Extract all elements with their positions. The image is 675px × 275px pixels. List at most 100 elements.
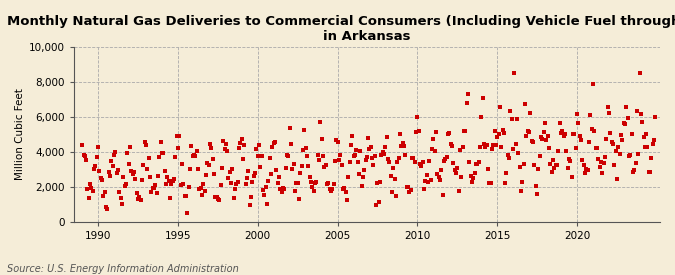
Point [439,158,450,163]
Point [546,170,557,174]
Point [428,136,439,141]
Point [114,189,125,194]
Point [244,203,255,207]
Point [450,171,461,176]
Point [217,165,227,170]
Point [380,145,391,149]
Point [154,155,165,160]
Point [314,158,325,162]
Point [174,134,185,138]
Point [355,149,366,153]
Point [506,117,517,122]
Point [186,144,196,148]
Point [425,177,436,182]
Point [343,175,354,179]
Point [286,142,296,146]
Point [202,161,213,166]
Point [584,140,595,144]
Point [194,187,205,191]
Point [616,133,626,138]
Point [300,145,311,150]
Point [209,172,219,176]
Point [452,166,462,170]
Point [130,176,141,181]
Point [416,164,427,169]
Point [454,148,465,152]
Point [427,147,437,152]
Point [432,172,443,176]
Point [569,132,580,136]
Point [179,194,190,199]
Point [508,147,518,151]
Point [399,144,410,148]
Point [140,143,151,148]
Point [107,164,118,169]
Point [267,145,278,150]
Point [255,165,266,169]
Point [379,152,389,156]
Point [222,149,233,153]
Point [371,202,381,207]
Point [128,172,138,176]
Point [110,149,121,154]
Point [316,137,327,141]
Point [473,159,484,164]
Point [184,167,195,171]
Point [545,161,556,166]
Point [642,145,653,150]
Point [192,167,203,171]
Point [292,181,303,185]
Point [91,155,102,160]
Point [586,126,597,131]
Point [122,151,133,156]
Point [239,143,250,147]
Point [649,138,659,142]
Point [537,137,548,142]
Point [115,196,126,200]
Point [618,120,629,125]
Point [601,137,612,141]
Point [638,135,649,139]
Point [609,163,620,167]
Point [298,147,308,152]
Point [578,163,589,167]
Point [84,196,95,200]
Point [564,157,574,161]
Point [375,180,385,184]
Point [447,144,458,148]
Point [126,169,137,173]
Point [266,171,277,176]
Point [391,193,402,198]
Point [176,183,186,188]
Point [450,168,460,172]
Point [598,161,609,165]
Point [338,187,348,191]
Point [605,131,616,136]
Point [547,158,558,162]
Point [240,182,251,187]
Point [132,191,142,195]
Point [243,169,254,173]
Point [637,120,647,124]
Point [394,155,404,160]
Point [532,192,543,197]
Point [469,170,480,175]
Point [436,168,447,173]
Point [170,155,181,159]
Point [284,125,295,130]
Point [549,166,560,170]
Point [259,192,270,197]
Point [597,171,608,175]
Point [360,158,371,163]
Point [525,111,536,115]
Point [207,157,218,162]
Point [409,160,420,164]
Point [151,191,162,196]
Point [590,146,601,150]
Point [376,152,387,157]
Point [406,155,417,160]
Point [134,195,144,200]
Point [97,177,107,182]
Point [421,173,432,177]
Point [464,160,475,164]
